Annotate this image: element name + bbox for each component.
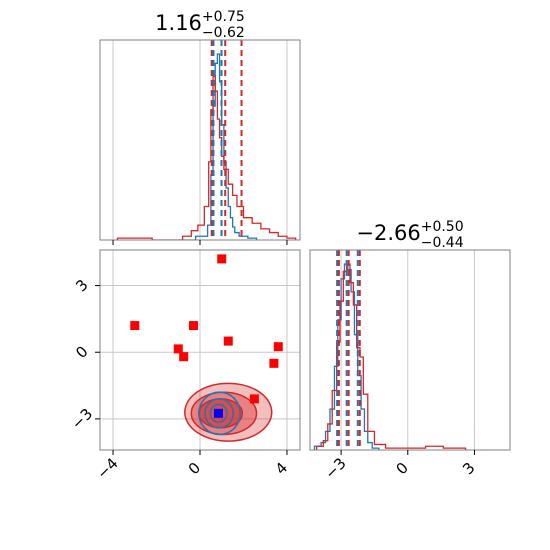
x-tick-label: −3	[321, 454, 349, 482]
title-lower-error: −0.44	[421, 235, 464, 251]
plot-area	[112, 40, 297, 240]
red-square-marker	[217, 254, 227, 264]
axes-background	[310, 250, 510, 450]
red-square-marker	[249, 394, 259, 404]
blue-square-marker	[213, 408, 223, 418]
density-contour-blue	[204, 398, 235, 429]
x-tick-label: 0	[393, 459, 412, 478]
red-square-marker	[179, 352, 189, 362]
title-lower-error: −0.62	[202, 25, 245, 41]
red-square-marker	[130, 321, 140, 331]
marginal-histogram-param-1: 1.16+0.75 −0.62	[99, 9, 301, 245]
x-tick-label: −4	[93, 454, 121, 482]
x-tick-label: 3	[459, 459, 478, 478]
panel-title: −2.66+0.50 −0.44	[356, 219, 463, 251]
red-square-marker	[273, 342, 283, 352]
marginal-histogram-param-2: −3 0 3 −2.66+0.50 −0.44	[309, 219, 511, 483]
x-tick-label: 0	[185, 459, 204, 478]
red-square-marker	[173, 344, 183, 354]
histogram-step-line	[116, 75, 297, 240]
red-square-marker	[188, 321, 198, 331]
y-tick-label: 0	[72, 342, 91, 361]
title-upper-error: +0.75	[202, 9, 245, 25]
density-contour-blue	[198, 391, 242, 436]
title-upper-error: +0.50	[421, 219, 464, 235]
axes-frame	[309, 249, 511, 451]
joint-scatter-panel: −4 0 4 −3 0 3	[68, 249, 301, 483]
y-tick-label: −3	[68, 405, 96, 433]
red-square-marker	[223, 336, 233, 346]
histogram-step-line	[316, 263, 467, 450]
title-value: 1.16	[155, 11, 202, 35]
panel-title: 1.16+0.75 −0.62	[155, 9, 245, 41]
title-value: −2.66	[356, 221, 420, 245]
density-contour-blue	[209, 403, 228, 424]
x-tick-label: 4	[272, 459, 291, 478]
red-square-marker	[269, 358, 279, 368]
plot-area	[313, 250, 475, 450]
y-tick-label: 3	[72, 276, 91, 295]
plot-area	[100, 250, 300, 450]
